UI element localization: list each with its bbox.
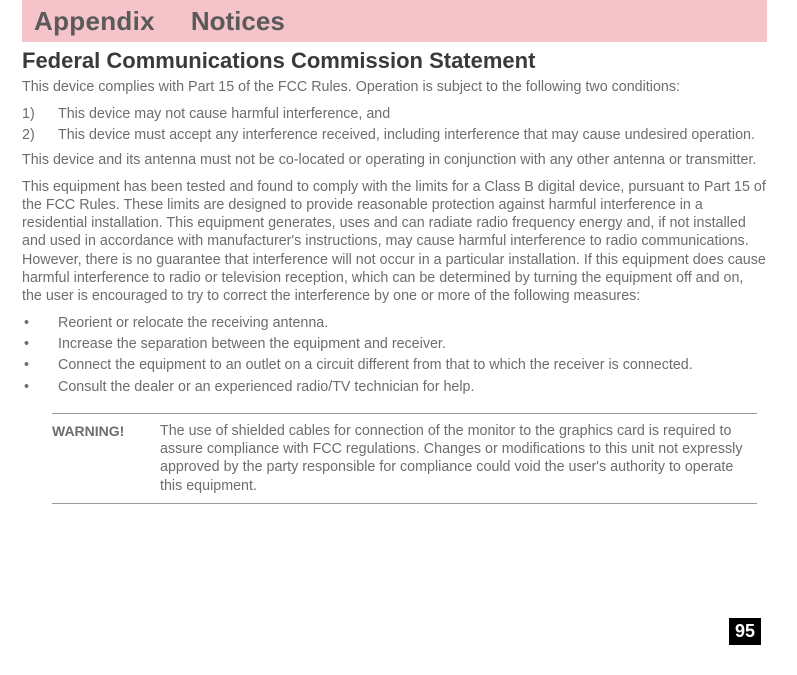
page: Appendix Notices Federal Communications … xyxy=(0,0,797,675)
warning-label: WARNING! xyxy=(52,422,160,495)
bullet-list: Reorient or relocate the receiving anten… xyxy=(22,314,767,397)
list-item: 1) This device may not cause harmful int… xyxy=(58,105,767,124)
intro-paragraph: This device complies with Part 15 of the… xyxy=(22,78,767,96)
paragraph: This equipment has been tested and found… xyxy=(22,178,767,306)
list-item: Reorient or relocate the receiving anten… xyxy=(58,314,767,333)
appendix-header: Appendix Notices xyxy=(22,0,767,42)
appendix-label: Appendix xyxy=(34,6,155,37)
list-number: 1) xyxy=(22,105,35,124)
page-number: 95 xyxy=(729,618,761,645)
warning-box: WARNING! The use of shielded cables for … xyxy=(52,413,757,504)
list-text: This device may not cause harmful interf… xyxy=(58,106,390,122)
list-number: 2) xyxy=(22,126,35,145)
numbered-list: 1) This device may not cause harmful int… xyxy=(22,105,767,146)
list-text: This device must accept any interference… xyxy=(58,127,755,143)
warning-text: The use of shielded cables for connectio… xyxy=(160,422,753,495)
list-item: Connect the equipment to an outlet on a … xyxy=(58,356,767,375)
section-title: Federal Communications Commission Statem… xyxy=(22,48,767,74)
list-item: Consult the dealer or an experienced rad… xyxy=(58,378,767,397)
notices-label: Notices xyxy=(191,6,285,37)
list-item: 2) This device must accept any interfere… xyxy=(58,126,767,145)
paragraph: This device and its antenna must not be … xyxy=(22,151,767,169)
list-item: Increase the separation between the equi… xyxy=(58,335,767,354)
